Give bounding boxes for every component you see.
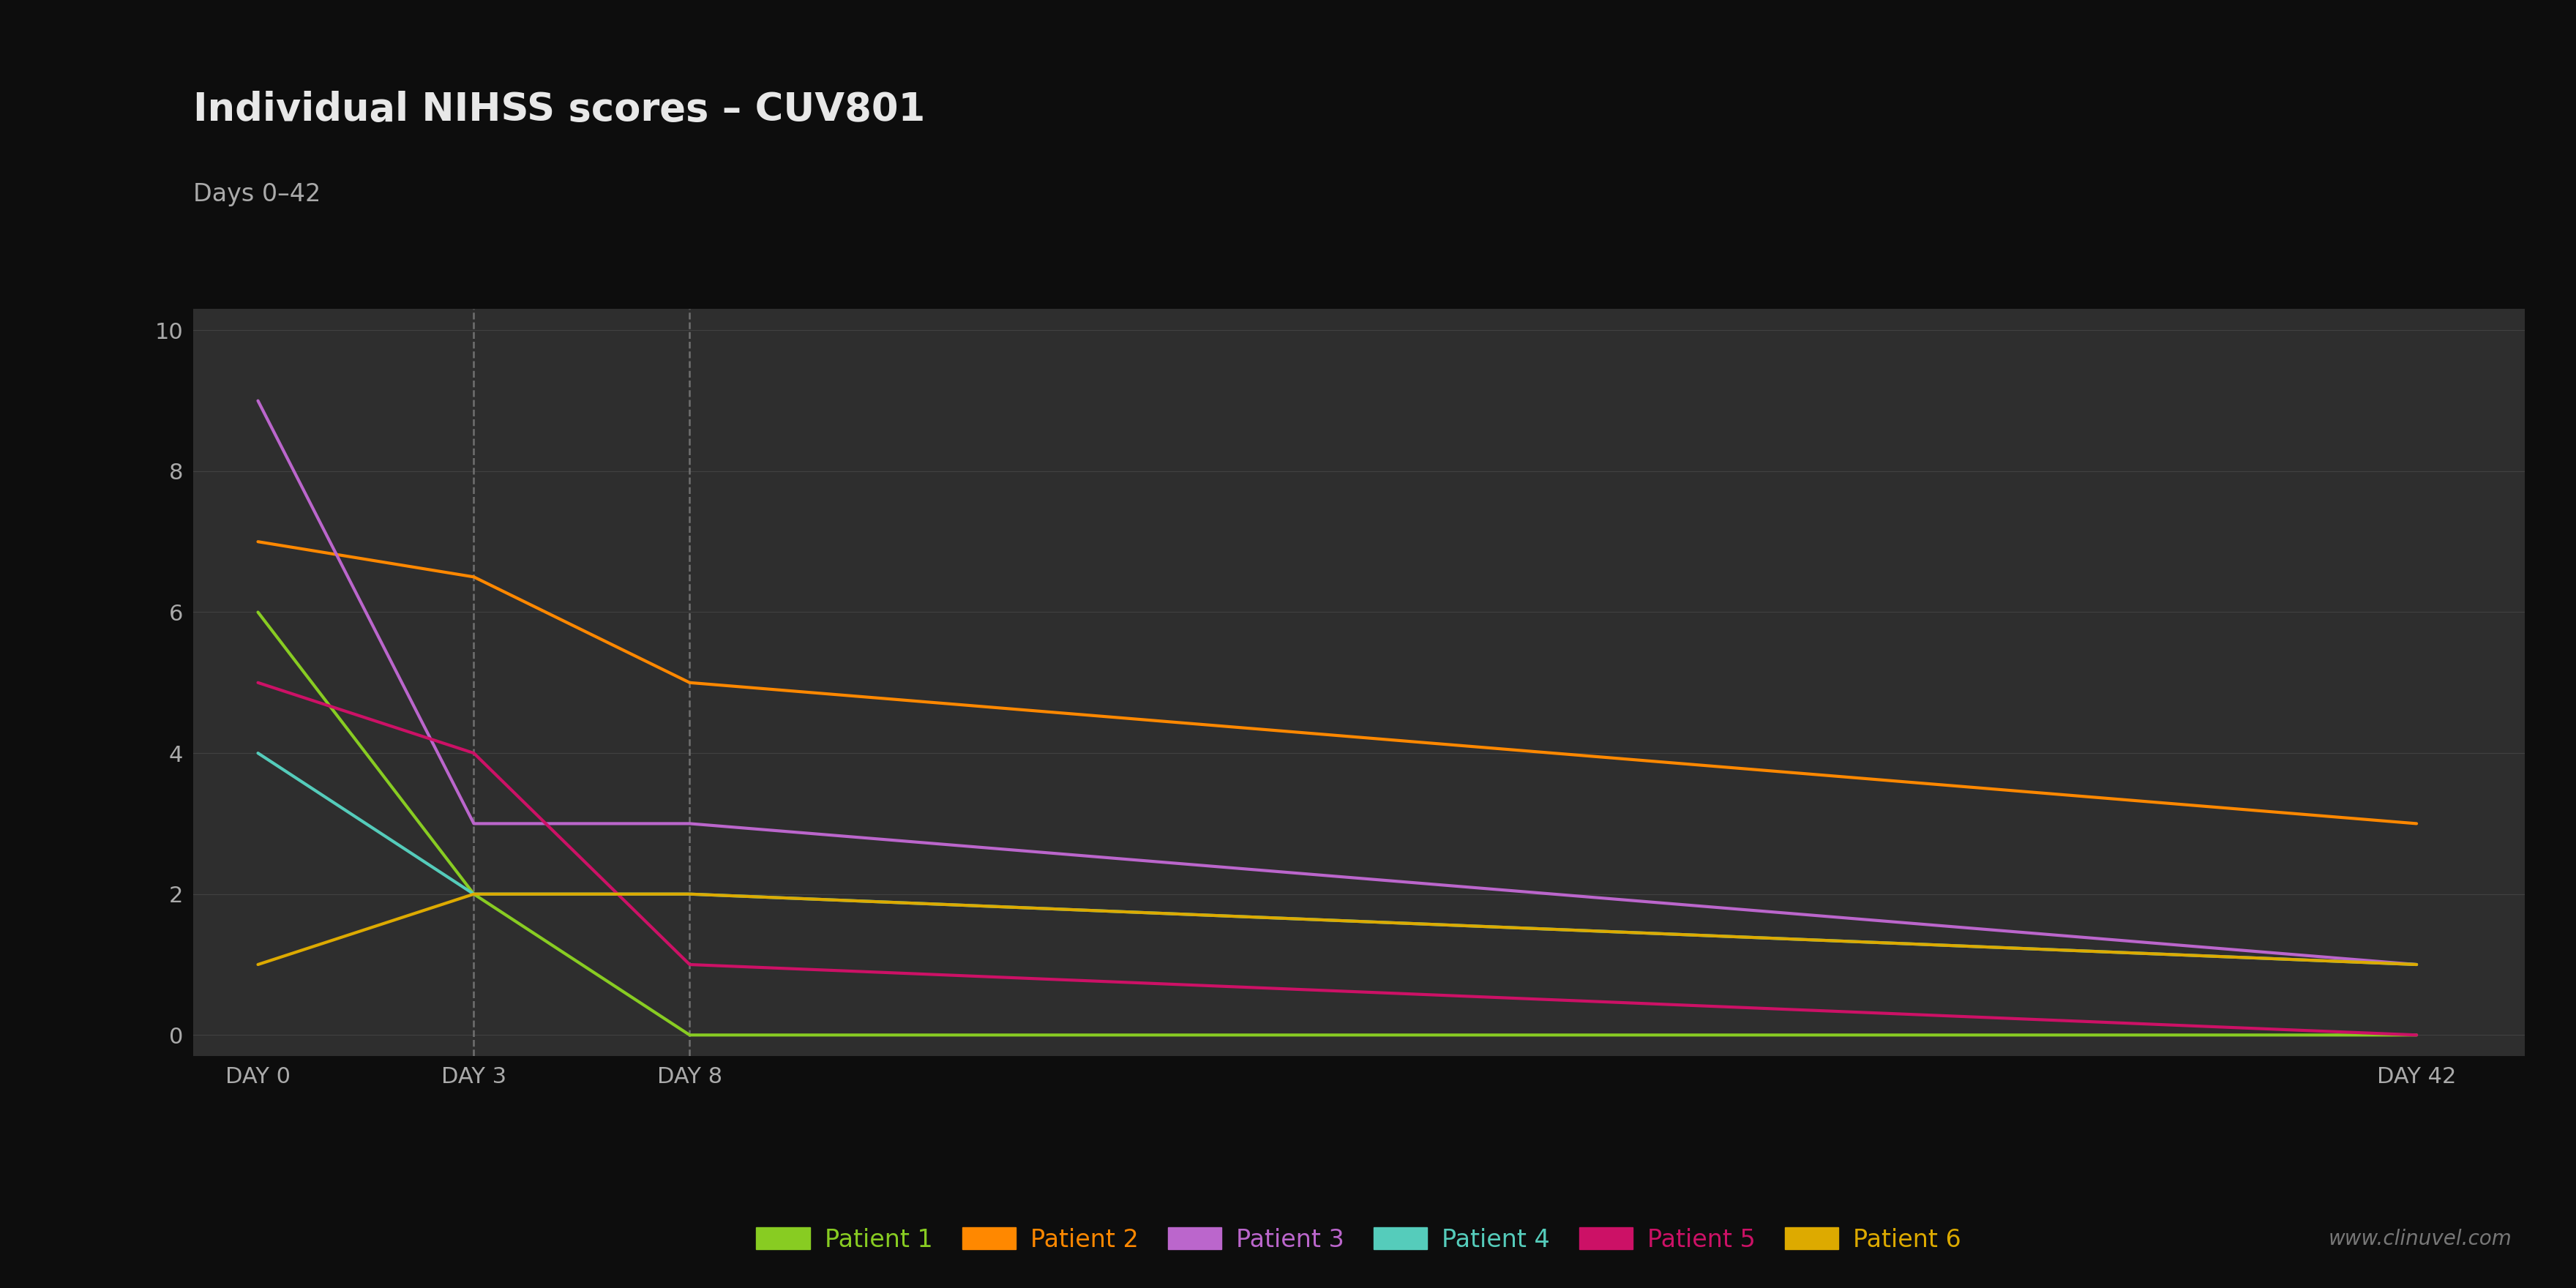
Text: www.clinuvel.com: www.clinuvel.com [2329, 1229, 2512, 1249]
Text: Days 0–42: Days 0–42 [193, 182, 322, 206]
Text: Individual NIHSS scores – CUV801: Individual NIHSS scores – CUV801 [193, 90, 925, 129]
Legend: Patient 1, Patient 2, Patient 3, Patient 4, Patient 5, Patient 6: Patient 1, Patient 2, Patient 3, Patient… [747, 1217, 1971, 1262]
